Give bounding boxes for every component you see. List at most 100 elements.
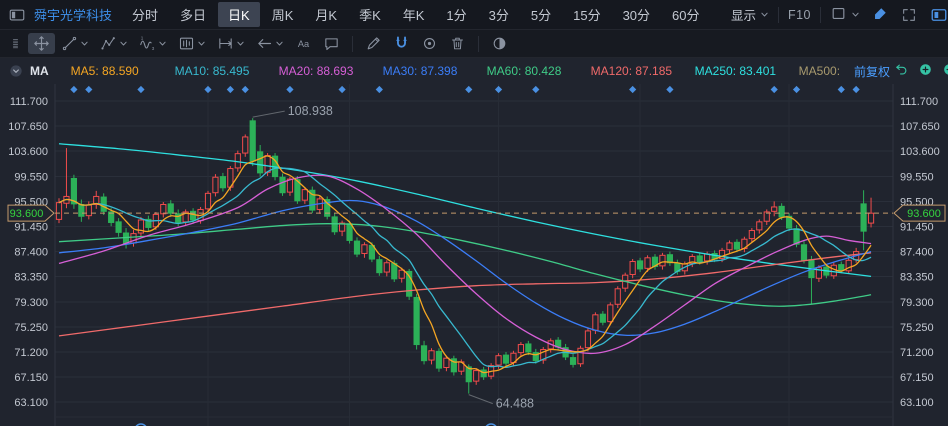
divider <box>820 6 821 23</box>
move-tool[interactable] <box>28 33 55 54</box>
event-diamond[interactable] <box>204 85 212 94</box>
period-tabs: 分时 多日 日K 周K 月K 季K 年K 1分 3分 5分 15分 30分 60分 <box>122 2 710 27</box>
event-diamond[interactable] <box>629 85 637 94</box>
measure-tool[interactable] <box>212 33 250 55</box>
ma-legend-item: MA30: 87.398 <box>382 64 458 78</box>
trendline-tool[interactable] <box>56 33 94 55</box>
magnet-tool[interactable] <box>388 33 415 54</box>
event-diamond[interactable] <box>666 85 674 94</box>
svg-text:107.650: 107.650 <box>900 121 940 133</box>
period-tab[interactable]: 多日 <box>180 8 207 23</box>
period-tab[interactable]: 季K <box>359 8 381 23</box>
svg-text:63.100: 63.100 <box>900 397 934 409</box>
arrow-tool[interactable] <box>251 33 289 55</box>
undo-icon[interactable] <box>894 62 909 80</box>
chevron-down-icon <box>760 8 769 22</box>
ma-legend-item: MA20: 88.693 <box>278 64 354 78</box>
display-label: 显示 <box>730 9 756 23</box>
svg-text:111.700: 111.700 <box>10 96 48 108</box>
period-tab[interactable]: 5分 <box>530 8 552 23</box>
event-diamond[interactable] <box>85 85 93 94</box>
chart-style-icon <box>830 5 847 25</box>
ma-legend-item: MA10: 85.495 <box>174 64 250 78</box>
divider <box>478 35 479 52</box>
ma30-line <box>58 199 872 337</box>
chevron-down-icon <box>851 8 860 22</box>
event-diamond[interactable] <box>837 85 845 94</box>
period-tab[interactable]: 年K <box>402 8 425 23</box>
chevron-down-icon <box>80 35 89 53</box>
period-tab[interactable]: 周K <box>271 8 294 23</box>
period-tab[interactable]: 15分 <box>573 8 601 23</box>
period-tab[interactable]: 30分 <box>622 8 651 23</box>
event-diamond[interactable] <box>852 85 860 94</box>
grip-handle[interactable] <box>4 35 27 52</box>
svg-text:83.350: 83.350 <box>14 272 48 284</box>
header-bar: 舜宇光学科技 分时 多日 日K 周K 月K 季K 年K 1分 3分 5分 15分 30分 60分 显示 … <box>0 0 948 30</box>
svg-text:103.600: 103.600 <box>900 146 940 158</box>
forward-adjust-button[interactable]: 前复权 <box>854 64 891 79</box>
ma250-line <box>58 143 872 278</box>
period-tab[interactable]: 3分 <box>488 8 509 23</box>
period-tab[interactable]: 月K <box>315 8 338 23</box>
event-diamond[interactable] <box>286 85 294 94</box>
period-tab[interactable]: 分时 <box>132 8 159 23</box>
comment-tool[interactable] <box>318 33 345 54</box>
panel-toggle-left-icon[interactable] <box>6 4 28 26</box>
period-tab[interactable]: 日K <box>218 2 260 27</box>
price-tag-left <box>7 204 55 222</box>
kline-pattern-tool[interactable] <box>173 33 211 55</box>
ma-legend-bar: MA MA5: 88.590 MA10: 85.495 MA20: 88.693 MA… <box>0 58 948 84</box>
event-diamond[interactable] <box>792 85 801 94</box>
panel-toggle-right-icon[interactable] <box>928 4 948 26</box>
candlestick-chart[interactable]: 111.700 111.700 107.650 107.650 103.600 103.6… <box>0 84 948 426</box>
ma-indicator-label[interactable]: MA <box>30 64 49 78</box>
ma-legend-item: MA5: 88.590 <box>70 64 139 78</box>
zoom-out-icon[interactable] <box>942 62 948 80</box>
divider <box>352 35 353 52</box>
stock-name[interactable]: 舜宇光学科技 <box>34 8 113 23</box>
display-dropdown[interactable]: 显示 <box>731 5 769 24</box>
indicator-collapse-icon[interactable] <box>8 63 24 79</box>
drawing-toolbar: 1 3 Aa <box>0 30 948 58</box>
text-tool[interactable]: Aa <box>290 33 317 54</box>
ma-legend-item: MA60: 80.428 <box>486 64 562 78</box>
compare-tool[interactable] <box>486 33 513 54</box>
pencil-tool[interactable] <box>360 33 387 54</box>
chevron-down-icon <box>275 35 284 53</box>
period-tab[interactable]: 60分 <box>672 8 700 23</box>
svg-text:91.450: 91.450 <box>14 222 48 234</box>
event-diamond[interactable] <box>137 85 145 94</box>
event-diamond[interactable] <box>338 85 346 94</box>
svg-text:99.550: 99.550 <box>14 171 48 183</box>
svg-text:103.600: 103.600 <box>8 146 48 158</box>
period-tab[interactable]: 1分 <box>446 8 467 23</box>
svg-text:111.700: 111.700 <box>900 96 938 108</box>
polyline-tool[interactable] <box>95 33 133 55</box>
target-tool[interactable] <box>416 33 443 54</box>
svg-text:107.650: 107.650 <box>8 121 48 133</box>
chevron-down-icon <box>236 35 245 53</box>
svg-text:67.150: 67.150 <box>900 372 934 384</box>
chart-style-dropdown[interactable] <box>830 5 860 25</box>
event-circle[interactable] <box>135 423 147 426</box>
event-diamond[interactable] <box>375 85 383 94</box>
grid-layer <box>54 84 894 426</box>
event-diamond[interactable] <box>70 85 78 94</box>
event-diamond[interactable] <box>241 85 249 94</box>
event-diamond[interactable] <box>465 85 473 94</box>
event-diamond[interactable] <box>532 85 540 94</box>
ma-lines-layer <box>58 143 872 374</box>
zoom-in-icon[interactable] <box>918 62 933 80</box>
event-diamond[interactable] <box>494 85 503 94</box>
trash-tool[interactable] <box>444 33 471 54</box>
svg-text:93.600: 93.600 <box>907 208 941 220</box>
brush-icon[interactable] <box>869 4 890 25</box>
event-diamond[interactable] <box>770 85 778 94</box>
f10-button[interactable]: F10 <box>787 7 811 22</box>
event-diamond[interactable] <box>226 85 234 94</box>
fullscreen-expand-icon[interactable] <box>899 5 919 25</box>
event-circle[interactable] <box>485 423 497 426</box>
